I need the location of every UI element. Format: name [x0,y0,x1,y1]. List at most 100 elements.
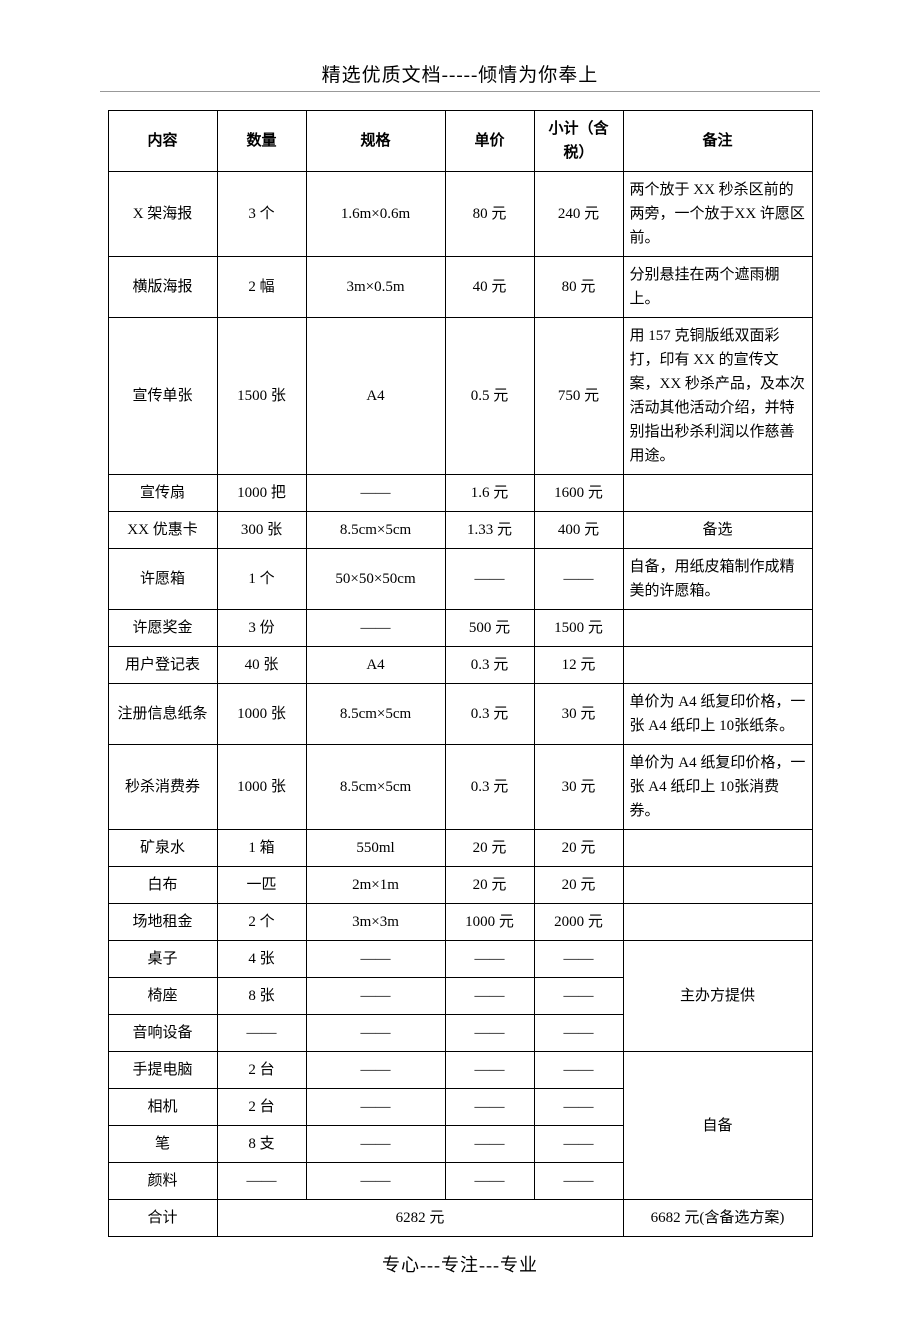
cell-sub: 20 元 [534,830,623,867]
cell-content: 用户登记表 [108,647,217,684]
cell-spec: A4 [306,647,445,684]
cell-sub: —— [534,941,623,978]
table-total-row: 合计6282 元6682 元(含备选方案) [108,1200,812,1237]
cell-note: 分别悬挂在两个遮雨棚上。 [623,257,812,318]
cell-price: —— [445,1163,534,1200]
table-row: 秒杀消费券1000 张8.5cm×5cm0.3 元30 元单价为 A4 纸复印价… [108,745,812,830]
cell-qty: 1 箱 [217,830,306,867]
cell-price: 40 元 [445,257,534,318]
table-row: 矿泉水1 箱550ml20 元20 元 [108,830,812,867]
cell-qty: 1500 张 [217,318,306,475]
cell-content: 椅座 [108,978,217,1015]
cell-spec: 3m×3m [306,904,445,941]
cell-note [623,904,812,941]
cell-price: 500 元 [445,610,534,647]
cell-price: 80 元 [445,172,534,257]
cell-spec: —— [306,978,445,1015]
cell-sub: —— [534,1126,623,1163]
cell-sub: —— [534,1052,623,1089]
cell-qty: 一匹 [217,867,306,904]
cell-sub: 30 元 [534,745,623,830]
cell-price: —— [445,1089,534,1126]
cell-content: 白布 [108,867,217,904]
cell-sub: 30 元 [534,684,623,745]
table-row: 横版海报2 幅3m×0.5m40 元80 元分别悬挂在两个遮雨棚上。 [108,257,812,318]
cell-sub: 80 元 [534,257,623,318]
cell-note: 主办方提供 [623,941,812,1052]
table-row: 注册信息纸条1000 张8.5cm×5cm0.3 元30 元单价为 A4 纸复印… [108,684,812,745]
cell-sub: 240 元 [534,172,623,257]
cell-spec: —— [306,1015,445,1052]
table-row: X 架海报3 个1.6m×0.6m80 元240 元两个放于 XX 秒杀区前的两… [108,172,812,257]
total-label: 合计 [108,1200,217,1237]
page-header: 精选优质文档-----倾情为你奉上 [0,60,920,87]
col-header-qty: 数量 [217,111,306,172]
cell-content: 手提电脑 [108,1052,217,1089]
col-header-note: 备注 [623,111,812,172]
cell-spec: 8.5cm×5cm [306,745,445,830]
cell-spec: 1.6m×0.6m [306,172,445,257]
cell-sub: 12 元 [534,647,623,684]
cell-sub: 750 元 [534,318,623,475]
cell-price: 1.33 元 [445,512,534,549]
cell-spec: —— [306,1163,445,1200]
header-rule [100,91,820,92]
table-row: 用户登记表40 张A40.3 元12 元 [108,647,812,684]
cell-note [623,647,812,684]
cell-price: 20 元 [445,867,534,904]
cell-spec: 8.5cm×5cm [306,684,445,745]
cell-note: 单价为 A4 纸复印价格，一张 A4 纸印上 10张纸条。 [623,684,812,745]
cell-sub: —— [534,549,623,610]
page-footer: 专心---专注---专业 [0,1251,920,1277]
cell-sub: —— [534,1163,623,1200]
cell-content: 注册信息纸条 [108,684,217,745]
cell-qty: —— [217,1163,306,1200]
table-body: X 架海报3 个1.6m×0.6m80 元240 元两个放于 XX 秒杀区前的两… [108,172,812,1237]
budget-table: 内容 数量 规格 单价 小计（含税） 备注 X 架海报3 个1.6m×0.6m8… [108,110,813,1237]
cell-spec: —— [306,1089,445,1126]
cell-qty: 8 支 [217,1126,306,1163]
cell-sub: 1600 元 [534,475,623,512]
table-row: 许愿奖金3 份——500 元1500 元 [108,610,812,647]
cell-sub: —— [534,1015,623,1052]
cell-note [623,830,812,867]
cell-content: XX 优惠卡 [108,512,217,549]
cell-content: 相机 [108,1089,217,1126]
cell-content: 横版海报 [108,257,217,318]
cell-note: 自备 [623,1052,812,1200]
cell-qty: 3 份 [217,610,306,647]
cell-spec: —— [306,1126,445,1163]
cell-sub: —— [534,978,623,1015]
cell-content: 颜料 [108,1163,217,1200]
col-header-price: 单价 [445,111,534,172]
cell-content: 场地租金 [108,904,217,941]
cell-sub: 400 元 [534,512,623,549]
cell-price: 20 元 [445,830,534,867]
cell-content: 音响设备 [108,1015,217,1052]
table-row: 桌子4 张——————主办方提供 [108,941,812,978]
cell-note: 备选 [623,512,812,549]
cell-content: 笔 [108,1126,217,1163]
cell-price: 0.3 元 [445,745,534,830]
cell-price: —— [445,978,534,1015]
cell-sub: —— [534,1089,623,1126]
cell-price: 1.6 元 [445,475,534,512]
cell-qty: 4 张 [217,941,306,978]
cell-content: 矿泉水 [108,830,217,867]
total-value: 6282 元 [217,1200,623,1237]
cell-spec: 550ml [306,830,445,867]
cell-price: —— [445,549,534,610]
cell-price: 0.5 元 [445,318,534,475]
cell-qty: 2 幅 [217,257,306,318]
table-row: 场地租金2 个3m×3m1000 元2000 元 [108,904,812,941]
cell-note: 用 157 克铜版纸双面彩打，印有 XX 的宣传文案，XX 秒杀产品，及本次活动… [623,318,812,475]
cell-note: 自备，用纸皮箱制作成精美的许愿箱。 [623,549,812,610]
cell-price: —— [445,1126,534,1163]
cell-qty: 2 台 [217,1089,306,1126]
table-row: XX 优惠卡300 张8.5cm×5cm1.33 元400 元备选 [108,512,812,549]
cell-note: 两个放于 XX 秒杀区前的两旁，一个放于XX 许愿区前。 [623,172,812,257]
cell-note [623,610,812,647]
col-header-spec: 规格 [306,111,445,172]
cell-qty: 1 个 [217,549,306,610]
total-note: 6682 元(含备选方案) [623,1200,812,1237]
